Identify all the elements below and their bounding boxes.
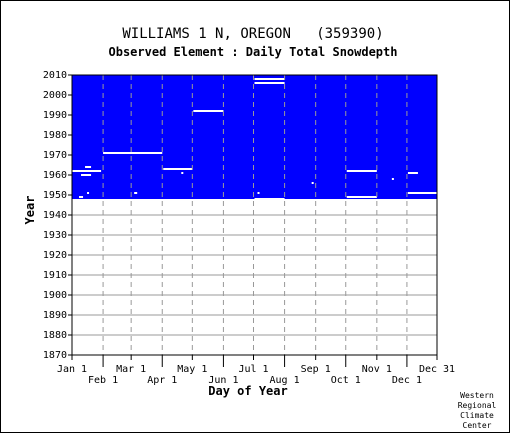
x-tick-label: Nov 1 <box>362 364 392 375</box>
y-tick-label: 1870 <box>43 350 67 361</box>
chart-subtitle: Observed Element : Daily Total Snowdepth <box>109 45 398 59</box>
x-tick-label: Dec 1 <box>392 375 422 386</box>
y-tick-label: 1970 <box>43 150 67 161</box>
x-axis-ticks: Jan 1 Mar 1 May 1 Jul 1 Sep 1 Nov 1 Dec 31 Feb … <box>57 355 455 386</box>
missing-segment <box>79 196 84 198</box>
x-tick-label: Dec 31 <box>419 364 455 375</box>
x-tick-label: Feb 1 <box>88 375 118 386</box>
y-tick-label: 2010 <box>43 70 67 81</box>
missing-segment <box>407 172 418 174</box>
missing-segment <box>407 192 437 194</box>
y-tick-label: 1990 <box>43 110 67 121</box>
x-tick-label: Jan 1 <box>57 364 87 375</box>
data-area <box>72 75 437 200</box>
missing-segment <box>254 82 285 84</box>
missing-segment <box>346 170 377 172</box>
missing-segment <box>72 170 102 172</box>
y-axis-ticks: 1870 1880 1890 1900 1910 1920 1930 1940 1950 1960… <box>43 70 72 361</box>
credit-line: Western <box>460 391 494 400</box>
x-tick-label: Oct 1 <box>331 375 361 386</box>
missing-segment <box>163 168 193 170</box>
y-tick-label: 1960 <box>43 170 67 181</box>
observed-data-block <box>72 75 437 199</box>
y-tick-label: 1900 <box>43 290 67 301</box>
x-tick-label: Mar 1 <box>116 364 146 375</box>
y-tick-label: 1920 <box>43 250 67 261</box>
missing-segment <box>257 192 260 194</box>
chart-title: WILLIAMS 1 N, OREGON (359390) <box>122 26 383 42</box>
missing-segment <box>87 192 90 194</box>
y-tick-label: 1930 <box>43 230 67 241</box>
x-tick-label: Apr 1 <box>147 375 177 386</box>
y-tick-label: 1880 <box>43 330 67 341</box>
missing-segment <box>254 198 285 200</box>
vertical-grid <box>102 75 408 355</box>
y-axis-label: Year <box>23 196 37 225</box>
y-tick-label: 2000 <box>43 90 67 101</box>
missing-segment <box>134 192 138 194</box>
x-tick-label: Jul 1 <box>238 364 268 375</box>
x-axis-label: Day of Year <box>208 384 287 398</box>
credit-line: Center <box>463 421 492 430</box>
missing-segment <box>81 174 92 176</box>
missing-segment <box>193 110 224 112</box>
y-tick-label: 1950 <box>43 190 67 201</box>
missing-segment <box>85 166 92 168</box>
x-tick-label: Sep 1 <box>301 364 331 375</box>
y-tick-label: 1940 <box>43 210 67 221</box>
missing-segment <box>346 196 377 198</box>
missing-segment <box>311 182 314 184</box>
credit-line: Climate <box>460 411 494 420</box>
missing-segment <box>254 78 285 80</box>
y-tick-label: 1910 <box>43 270 67 281</box>
credit-line: Regional <box>458 401 497 410</box>
x-tick-label: Jun 1 <box>208 375 238 386</box>
x-tick-label: Aug 1 <box>270 375 300 386</box>
x-tick-label: May 1 <box>177 364 207 375</box>
missing-segment <box>391 178 394 180</box>
y-tick-label: 1890 <box>43 310 67 321</box>
missing-segment <box>103 152 163 154</box>
missing-segment <box>181 172 184 174</box>
y-tick-label: 1980 <box>43 130 67 141</box>
